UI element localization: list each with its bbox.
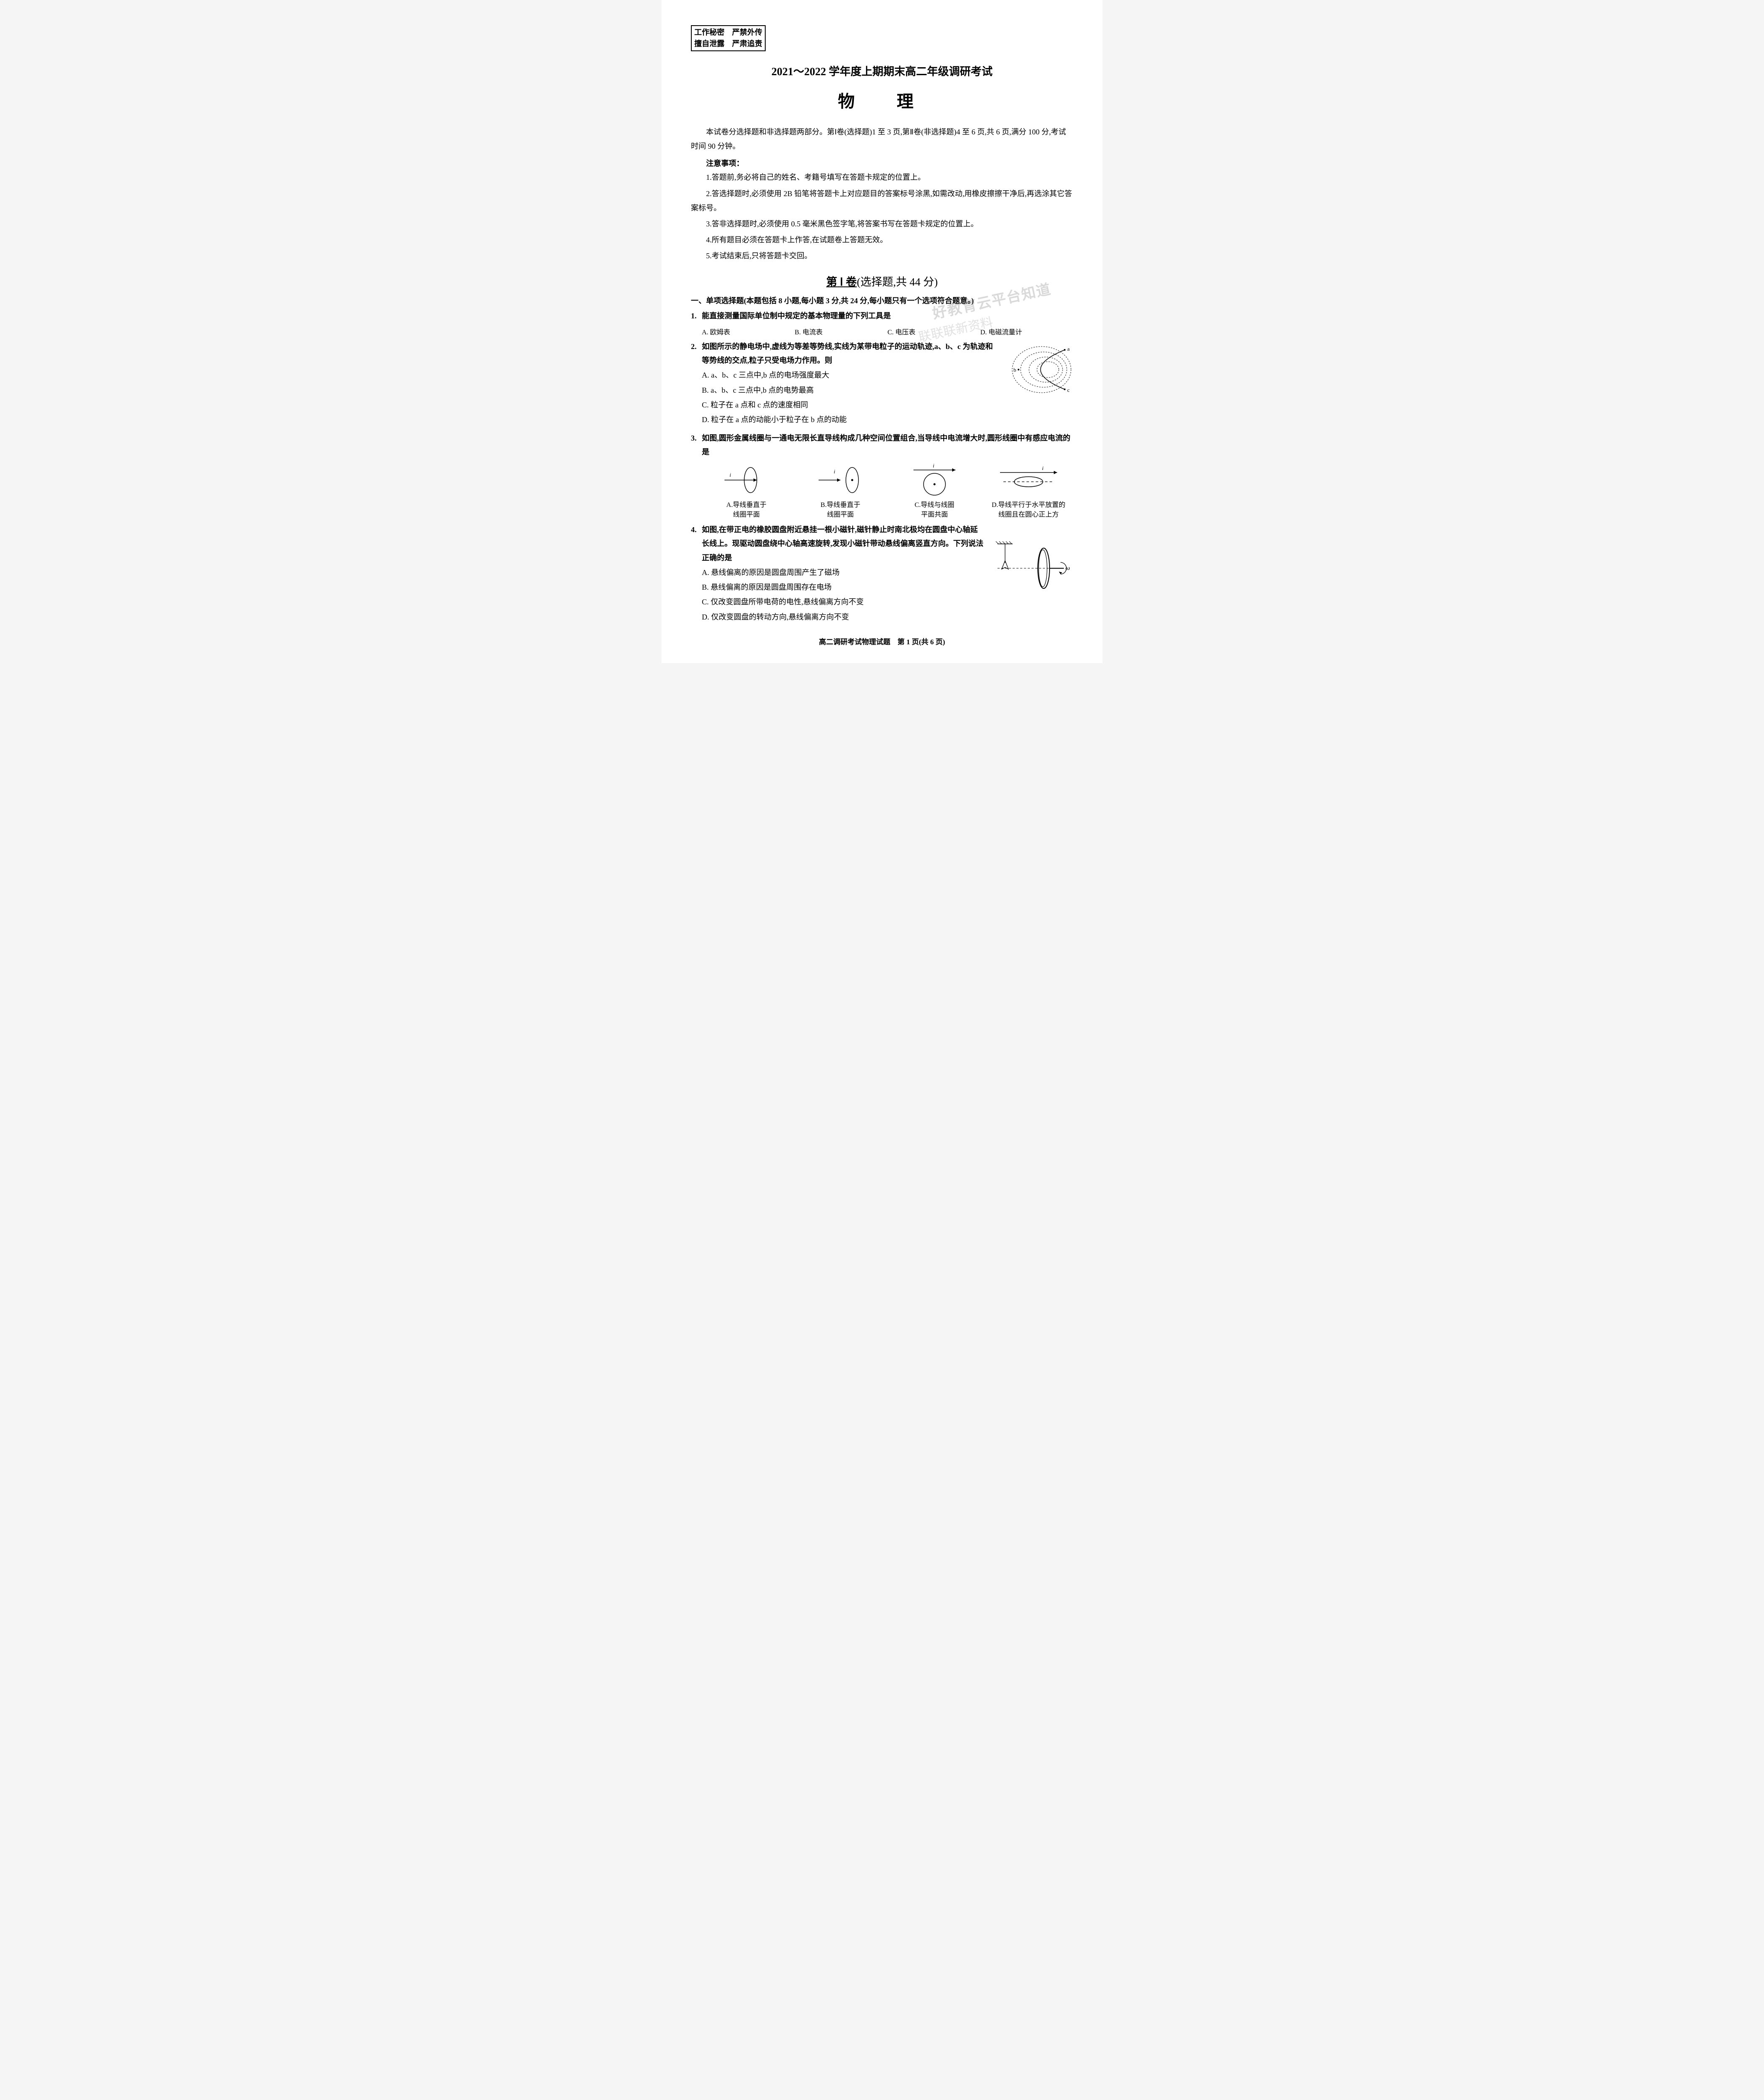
section-a-head: 一、单项选择题(本题包括 8 小题,每小题 3 分,共 24 分,每小题只有一个… (691, 295, 1073, 306)
svg-text:i: i (834, 468, 835, 475)
q2-opt-b: B. a、b、c 三点中,b 点的电势最高 (702, 383, 998, 397)
confidential-stamp: 工作秘密 严禁外传 擅自泄露 严肃追责 (691, 25, 766, 51)
exam-page: 工作秘密 严禁外传 擅自泄露 严肃追责 2021～2022 学年度上期期末高二年… (662, 0, 1102, 663)
q4-opt-d: D. 仅改变圆盘的转动方向,悬线偏离方向不变 (702, 610, 985, 624)
q3d-cap2: 线圈且在圆心正上方 (998, 511, 1059, 518)
part1-title: 第 Ⅰ 卷(选择题,共 44 分) (691, 273, 1073, 289)
subject-title: 物 理 (691, 88, 1073, 112)
q3-opt-c: i C.导线与线圈平面共面 (890, 463, 979, 520)
q1-opt-c: C. 电压表 (887, 326, 980, 336)
q3d-cap1: D.导线平行于水平放置的 (992, 501, 1066, 509)
q1-opt-b: B. 电流表 (795, 326, 887, 336)
q3b-cap1: B.导线垂直于 (821, 501, 861, 509)
q3c-cap1: C.导线与线圈 (915, 501, 955, 509)
q3-fig-b: i (815, 463, 866, 497)
q2-num: 2. (691, 340, 702, 428)
q1-stem: 能直接测量国际单位制中规定的基本物理量的下列工具是 (702, 309, 1073, 323)
q4-figure: ω (989, 523, 1073, 625)
svg-text:i: i (1042, 465, 1044, 471)
q2-stem: 如图所示的静电场中,虚线为等差等势线,实线为某带电粒子的运动轨迹,a、b、c 为… (702, 340, 998, 368)
q3c-cap2: 平面共面 (921, 511, 948, 518)
q2-figure: a b c (1002, 340, 1073, 428)
q2-label-a: a (1067, 346, 1070, 352)
q4-svg: ω (989, 540, 1073, 594)
q3-num: 3. (691, 431, 702, 459)
notice-3: 3.答非选择题时,必须使用 0.5 毫米黑色签字笔,将答案书写在答题卡规定的位置… (691, 217, 1073, 231)
q3a-cap1: A.导线垂直于 (726, 501, 766, 509)
q1-options: A. 欧姆表 B. 电流表 C. 电压表 D. 电磁流量计 (691, 326, 1073, 336)
q3-fig-d: i (995, 463, 1062, 497)
intro-paragraph: 本试卷分选择题和非选择题两部分。第Ⅰ卷(选择题)1 至 3 页,第Ⅱ卷(非选择题… (691, 125, 1073, 153)
q3a-cap2: 线圈平面 (733, 511, 760, 518)
q2-label-c: c (1067, 387, 1070, 393)
notice-heading: 注意事项： (691, 158, 1073, 168)
stamp-line2: 擅自泄露 严肃追责 (694, 38, 762, 50)
q4-num: 4. (691, 523, 702, 625)
part1-num: Ⅰ (840, 276, 843, 288)
q2-opt-c: C. 粒子在 a 点和 c 点的速度相同 (702, 398, 998, 412)
q3-fig-c: i (909, 463, 960, 497)
part1-tail: (选择题,共 44 分) (857, 276, 938, 288)
q3b-cap2: 线圈平面 (827, 511, 854, 518)
q1-num: 1. (691, 309, 702, 323)
q3-opt-a: i A.导线垂直于线圈平面 (702, 463, 791, 520)
notice-1: 1.答题前,务必将自己的姓名、考籍号填写在答题卡规定的位置上。 (691, 170, 1073, 184)
q1-opt-a: A. 欧姆表 (702, 326, 795, 336)
q2-opt-d: D. 粒子在 a 点的动能小于粒子在 b 点的动能 (702, 413, 998, 427)
svg-text:i: i (730, 472, 731, 478)
q3-options: i A.导线垂直于线圈平面 i B.导线垂直于线圈平面 i C.导线与线圈平面 (702, 463, 1073, 520)
exam-title: 2021～2022 学年度上期期末高二年级调研考试 (691, 63, 1073, 79)
notice-5: 5.考试结束后,只将答题卡交回。 (691, 249, 1073, 263)
question-4: 4. 如图,在带正电的橡胶圆盘附近悬挂一根小磁针,磁针静止时南北极均在圆盘中心轴… (691, 523, 1073, 625)
page-footer: 高二调研考试物理试题 第 1 页(共 6 页) (691, 636, 1073, 646)
part1-post: 卷 (846, 276, 857, 288)
q4-omega: ω (1066, 565, 1070, 572)
q4-opt-b: B. 悬线偏离的原因是圆盘周围存在电场 (702, 580, 985, 594)
q4-opt-a: A. 悬线偏离的原因是圆盘周围产生了磁场 (702, 566, 985, 580)
question-2: 2. 如图所示的静电场中,虚线为等差等势线,实线为某带电粒子的运动轨迹,a、b、… (691, 340, 1073, 428)
q3-opt-d: i D.导线平行于水平放置的线圈且在圆心正上方 (984, 463, 1073, 520)
q3-fig-a: i (721, 463, 772, 497)
q3-stem: 如图,圆形金属线圈与一通电无限长直导线构成几种空间位置组合,当导线中电流增大时,… (702, 431, 1073, 459)
q4-stem: 如图,在带正电的橡胶圆盘附近悬挂一根小磁针,磁针静止时南北极均在圆盘中心轴延长线… (702, 523, 985, 565)
notice-2: 2.答选择题时,必须使用 2B 铅笔将答题卡上对应题目的答案标号涂黑,如需改动,… (691, 186, 1073, 215)
q1-opt-d: D. 电磁流量计 (980, 326, 1073, 336)
q4-opt-c: C. 仅改变圆盘所带电荷的电性,悬线偏离方向不变 (702, 595, 985, 609)
q2-label-b: b (1013, 367, 1016, 373)
q2-opt-a: A. a、b、c 三点中,b 点的电场强度最大 (702, 368, 998, 382)
question-3: 3. 如图,圆形金属线圈与一通电无限长直导线构成几种空间位置组合,当导线中电流增… (691, 431, 1073, 459)
notice-4: 4.所有题目必须在答题卡上作答,在试题卷上答题无效。 (691, 233, 1073, 247)
part1-pre: 第 (826, 276, 837, 288)
q2-svg: a b c (1002, 342, 1073, 397)
question-1: 1. 能直接测量国际单位制中规定的基本物理量的下列工具是 (691, 309, 1073, 323)
stamp-line1: 工作秘密 严禁外传 (694, 27, 762, 38)
q3-opt-b: i B.导线垂直于线圈平面 (796, 463, 885, 520)
svg-text:i: i (933, 463, 934, 469)
